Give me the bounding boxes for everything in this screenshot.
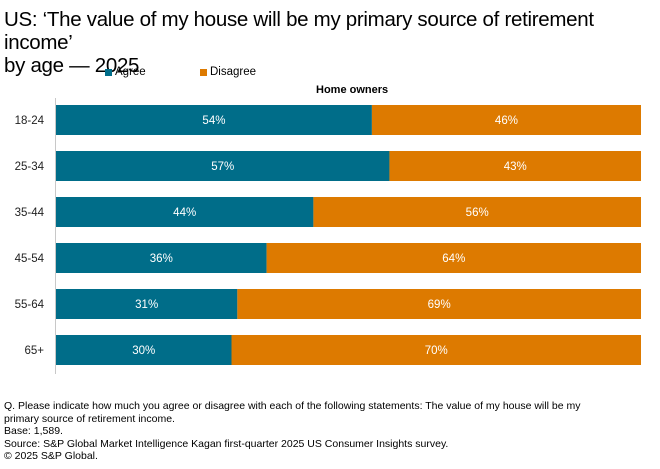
legend-swatch-disagree (200, 68, 207, 76)
bar-agree (56, 105, 372, 135)
data-label-disagree: 43% (504, 161, 527, 173)
data-label-agree: 57% (211, 161, 234, 173)
data-label-disagree: 64% (442, 253, 465, 265)
bar-disagree (266, 243, 641, 273)
footnote-source: Source: S&P Global Market Intelligence K… (4, 437, 449, 450)
bar-disagree (389, 151, 641, 181)
bar-chart: 18-24 54% 46% 25-34 57% 43% 35-44 44% 56% 45-54 36… (15, 98, 641, 374)
data-label-disagree: 46% (495, 115, 518, 127)
footnote-question-2: primary source of retirement income. (4, 412, 175, 425)
chart-title: US: ‘The value of my house will be my pr… (4, 8, 660, 77)
bar-agree (56, 335, 232, 365)
legend-item-agree: Agree (105, 66, 146, 78)
category-label: 65+ (24, 345, 44, 357)
legend-item-disagree: Disagree (200, 66, 256, 78)
category-label: 55-64 (15, 299, 45, 311)
bar-agree (56, 197, 314, 227)
data-label-agree: 54% (202, 115, 225, 127)
footnote-base: Base: 1,589. (4, 425, 63, 437)
bar-agree (56, 289, 238, 319)
bar-agree (56, 243, 267, 273)
legend-label-disagree: Disagree (210, 66, 257, 78)
footnote-copyright: © 2025 S&P Global. (4, 450, 98, 462)
category-label: 35-44 (15, 207, 45, 219)
bar-disagree (371, 105, 641, 135)
bar-disagree (231, 335, 641, 365)
bar-disagree (237, 289, 641, 319)
category-label: 45-54 (15, 253, 45, 265)
footnote-question-1: Q. Please indicate how much you agree or… (4, 400, 581, 412)
category-label: 25-34 (15, 161, 45, 173)
footnotes: Q. Please indicate how much you agree or… (4, 400, 580, 463)
bar-disagree (313, 197, 641, 227)
category-label: 18-24 (15, 115, 45, 127)
panel-title-text: Home owners (316, 84, 389, 96)
data-label-disagree: 69% (428, 299, 451, 311)
legend-swatch-agree (105, 68, 112, 76)
chart-title-line-1: US: ‘The value of my house will be my pr… (4, 8, 594, 54)
legend-label-agree: Agree (115, 66, 146, 78)
data-label-disagree: 70% (425, 345, 448, 357)
data-label-disagree: 56% (466, 207, 489, 219)
bar-agree (56, 151, 390, 181)
data-label-agree: 36% (150, 253, 173, 265)
data-label-agree: 44% (173, 207, 196, 219)
data-label-agree: 31% (135, 299, 158, 311)
data-label-agree: 30% (132, 345, 155, 357)
